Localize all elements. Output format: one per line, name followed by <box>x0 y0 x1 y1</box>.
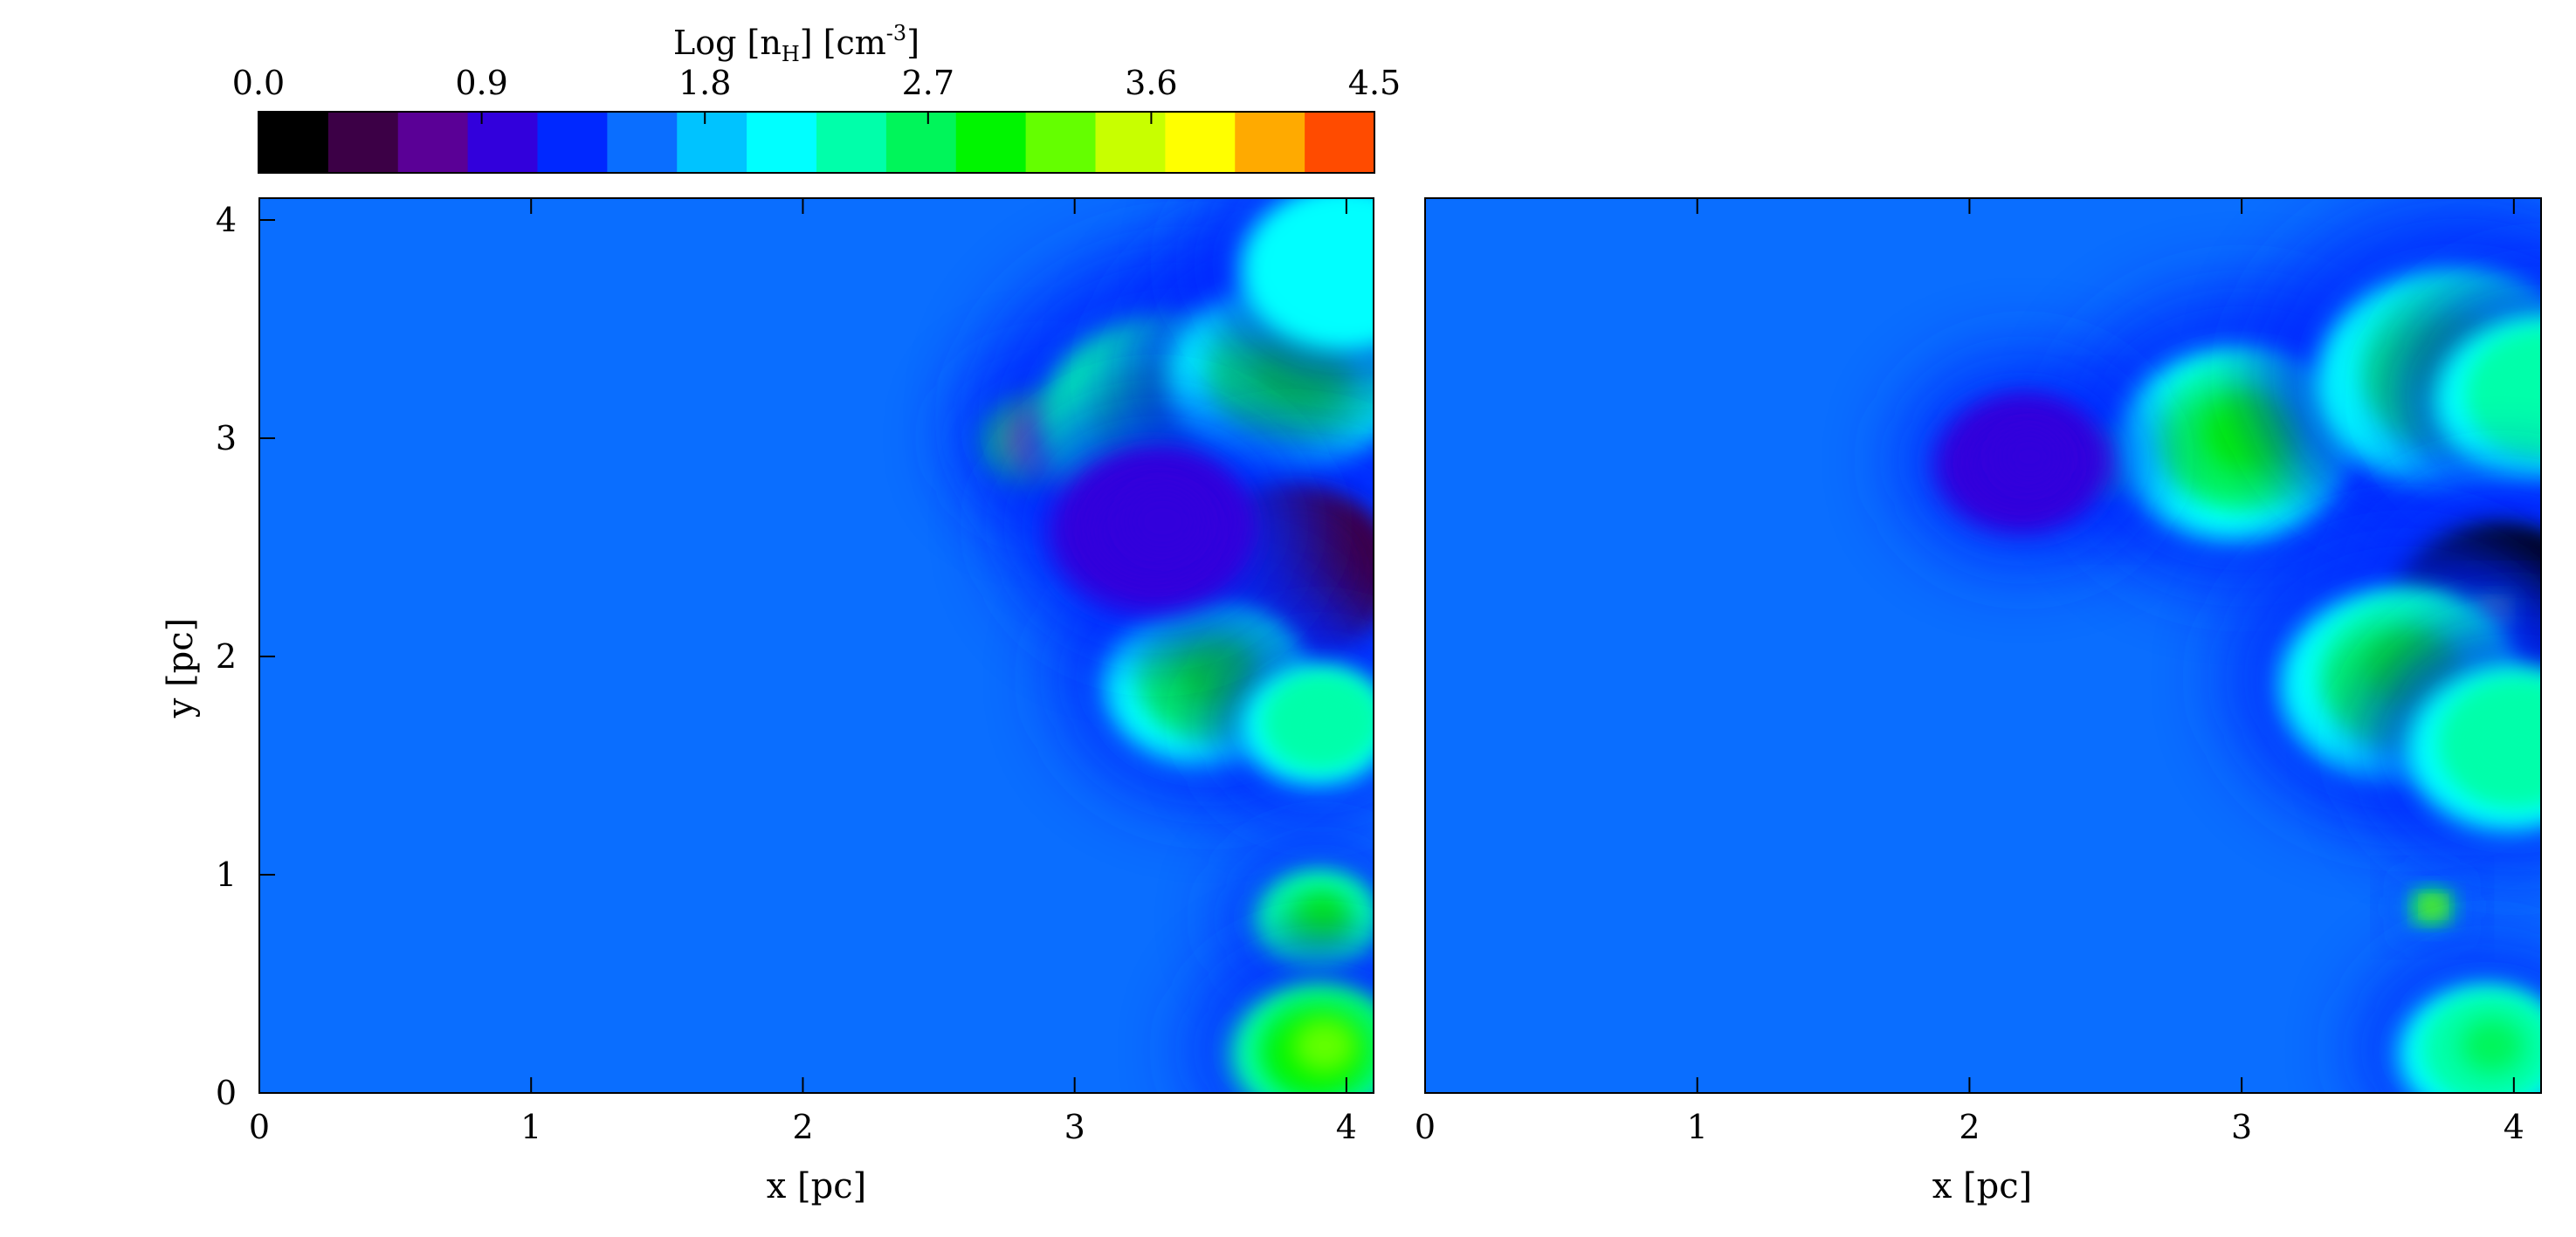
colorbar-cell <box>1095 112 1166 173</box>
colorbar-cell <box>537 112 608 173</box>
density-clump <box>2509 358 2541 423</box>
colorbar-tick-label: 1.8 <box>678 64 731 102</box>
x-tick-label: 2 <box>1959 1108 1980 1146</box>
density-clump <box>1124 488 1202 554</box>
colorbar-ticks: 0.0 0.9 1.8 2.7 3.6 4.5 <box>232 64 1401 124</box>
x-tick-label: 2 <box>792 1108 813 1146</box>
colorbar-title-sup: -3 <box>886 21 906 45</box>
colorbar-cells <box>258 112 1375 173</box>
colorbar-cell <box>816 112 887 173</box>
colorbar-tick-label: 4.5 <box>1348 64 1401 102</box>
colorbar-title-main: Log [n <box>673 24 782 62</box>
left-density-field <box>259 198 1374 1093</box>
x-tick-label: 4 <box>2504 1108 2524 1146</box>
colorbar-tick-label: 0.0 <box>232 64 285 102</box>
colorbar-cell <box>1165 112 1236 173</box>
x-tick-label: 1 <box>1687 1108 1708 1146</box>
left-panel-frame <box>258 197 1374 1094</box>
x-tick-label: 0 <box>1415 1108 1436 1146</box>
y-tick-label: 2 <box>216 637 237 676</box>
colorbar-cell <box>258 112 329 173</box>
left-y-axis-label: y [pc] <box>161 618 201 719</box>
colorbar-title-end: ] <box>906 24 920 62</box>
colorbar-frame <box>258 111 1375 174</box>
right-x-axis-label: x [pc] <box>1932 1166 2033 1206</box>
colorbar-title-sub: H <box>782 42 800 66</box>
colorbar-cell <box>327 112 399 173</box>
y-tick-label: 4 <box>216 201 237 239</box>
left-panel: 0 1 2 3 4 0 1 2 3 4 y [pc] x [pc] <box>161 197 1374 1206</box>
x-tick-label: 3 <box>1064 1108 1085 1146</box>
x-tick-label: 0 <box>249 1108 270 1146</box>
density-clump <box>1296 695 1353 743</box>
colorbar-cell <box>467 112 539 173</box>
colorbar-cell <box>885 112 957 173</box>
colorbar-title-tail: ] [cm <box>800 24 886 62</box>
colorbar-cell <box>677 112 747 173</box>
density-clump <box>1997 429 2062 484</box>
colorbar-cell <box>1025 112 1097 173</box>
density-clump <box>2482 706 2541 773</box>
colorbar-cell <box>955 112 1027 173</box>
colorbar-title: Log [nH] [cm-3] <box>673 21 920 66</box>
x-tick-label: 1 <box>520 1108 541 1146</box>
colorbar-cell <box>1235 112 1305 173</box>
colorbar-tick-label: 0.9 <box>455 64 507 102</box>
colorbar-cell <box>607 112 678 173</box>
density-clump <box>1299 896 1347 936</box>
colorbar: Log [nH] [cm-3] 0.0 0.9 1.8 2.7 3.6 4.5 <box>232 21 1401 174</box>
right-panel: 0 1 2 3 4 x [pc] <box>1415 197 2542 1206</box>
right-density-field <box>1425 198 2541 1093</box>
right-panel-frame <box>1424 197 2542 1094</box>
density-clump <box>2460 1018 2524 1074</box>
colorbar-tick-label: 3.6 <box>1125 64 1177 102</box>
colorbar-cell <box>397 112 469 173</box>
colorbar-cell <box>747 112 817 173</box>
colorbar-tick-label: 2.7 <box>902 64 954 102</box>
x-tick-label: 3 <box>2231 1108 2252 1146</box>
colorbar-cell <box>1305 112 1375 173</box>
y-tick-label: 0 <box>216 1074 237 1112</box>
y-tick-label: 1 <box>216 856 237 894</box>
density-clump <box>1314 226 1374 292</box>
density-clump <box>1292 1018 1357 1074</box>
x-tick-label: 4 <box>1336 1108 1357 1146</box>
left-axis-ticks: 0 1 2 3 4 0 1 2 3 4 <box>216 198 1357 1146</box>
density-clump <box>2426 900 2442 914</box>
left-x-axis-label: x [pc] <box>767 1166 867 1206</box>
y-tick-label: 3 <box>216 419 237 457</box>
right-axis-ticks: 0 1 2 3 4 <box>1415 198 2524 1146</box>
